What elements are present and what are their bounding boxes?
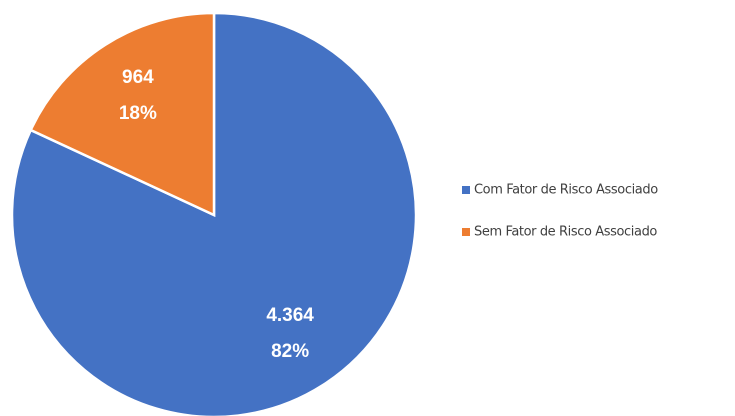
legend-swatch: [462, 228, 470, 236]
legend-label: Sem Fator de Risco Associado: [474, 225, 657, 240]
value-label: 964: [122, 67, 154, 88]
percent-label: 18%: [119, 103, 157, 124]
legend-label: Com Fator de Risco Associado: [474, 183, 658, 198]
legend-swatch: [462, 186, 470, 194]
value-label: 4.364: [266, 305, 314, 326]
percent-label: 82%: [271, 341, 309, 362]
pie-slice: [29, 11, 216, 217]
